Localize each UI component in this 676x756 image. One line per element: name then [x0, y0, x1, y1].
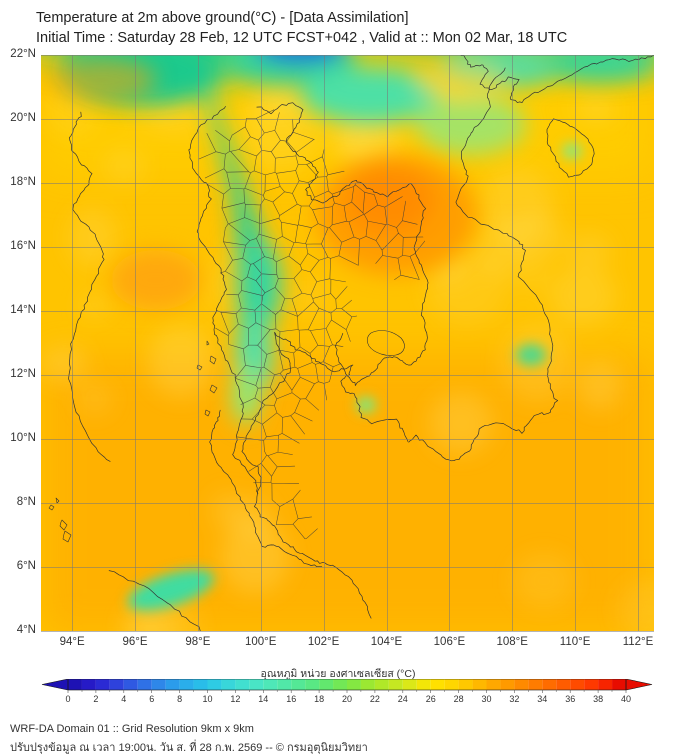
svg-text:18: 18 [314, 694, 324, 704]
svg-text:30: 30 [481, 694, 491, 704]
svg-text:0: 0 [65, 694, 70, 704]
svg-text:14: 14 [258, 694, 268, 704]
svg-text:12: 12 [230, 694, 240, 704]
svg-text:2: 2 [93, 694, 98, 704]
svg-text:22: 22 [370, 694, 380, 704]
svg-text:16: 16 [286, 694, 296, 704]
svg-text:26: 26 [426, 694, 436, 704]
svg-text:8: 8 [177, 694, 182, 704]
svg-text:28: 28 [454, 694, 464, 704]
svg-text:36: 36 [565, 694, 575, 704]
svg-text:4: 4 [121, 694, 126, 704]
svg-text:34: 34 [537, 694, 547, 704]
svg-text:20: 20 [342, 694, 352, 704]
svg-text:6: 6 [149, 694, 154, 704]
svg-text:38: 38 [593, 694, 603, 704]
svg-text:24: 24 [398, 694, 408, 704]
svg-text:10: 10 [202, 694, 212, 704]
svg-text:40: 40 [621, 694, 631, 704]
svg-text:32: 32 [509, 694, 519, 704]
